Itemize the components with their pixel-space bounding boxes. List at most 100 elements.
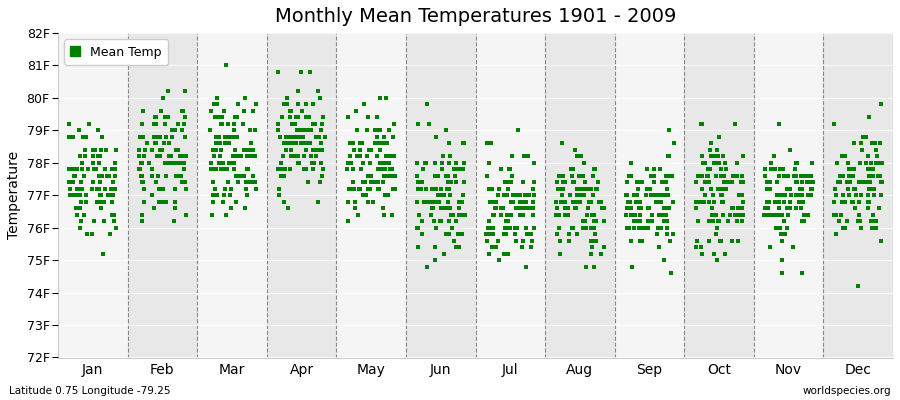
Point [493,166,508,172]
Point [487,198,501,205]
Point [580,212,594,218]
Point [442,218,456,224]
Point [484,224,499,231]
Point [782,147,796,153]
Point [442,186,456,192]
Point [657,205,671,212]
Point [154,108,168,114]
Point [410,224,424,231]
Point [795,270,809,276]
Point [274,173,288,179]
Point [272,192,286,198]
Point [208,114,222,121]
Point [377,212,392,218]
Point [832,173,847,179]
Point [284,134,298,140]
Point [295,108,310,114]
Point [488,205,502,212]
Point [282,140,296,146]
Point [347,205,362,212]
Point [210,101,224,108]
Point [848,205,862,212]
Point [140,140,154,146]
Point [587,224,601,231]
Point [834,198,849,205]
Point [76,134,90,140]
Point [179,153,194,160]
Point [241,166,256,172]
Point [711,218,725,224]
Point [284,134,298,140]
Point [72,127,86,134]
Point [144,147,158,153]
Point [74,198,88,205]
Point [520,231,535,238]
Point [155,198,169,205]
Point [558,205,572,212]
Point [570,153,584,160]
Point [410,179,425,186]
Bar [266,33,337,358]
Point [860,192,875,198]
Point [457,179,472,186]
Point [618,192,633,198]
Point [480,140,494,146]
Point [229,114,243,121]
Point [493,166,508,172]
Point [177,88,192,95]
Point [302,114,316,121]
Point [271,166,285,172]
Point [75,186,89,192]
Point [366,179,381,186]
Point [306,101,320,108]
Point [140,140,155,146]
Point [623,198,637,205]
Point [629,198,643,205]
Point [485,244,500,250]
Point [782,186,796,192]
Point [715,186,729,192]
Point [846,166,860,172]
Point [732,212,746,218]
Point [526,186,540,192]
Point [220,179,235,186]
Point [156,186,170,192]
Point [706,218,720,224]
Point [349,153,364,160]
Point [145,192,159,198]
Point [158,160,172,166]
Point [635,224,650,231]
Point [658,179,672,186]
Point [239,179,254,186]
Point [503,212,517,218]
Point [382,173,396,179]
Point [152,186,166,192]
Point [827,212,842,218]
Point [68,166,83,172]
Point [426,205,440,212]
Point [660,224,674,231]
Point [780,173,795,179]
Point [838,198,852,205]
Point [659,212,673,218]
Point [220,166,234,172]
Point [457,160,472,166]
Point [373,95,387,101]
Point [310,147,324,153]
Point [658,192,672,198]
Point [504,179,518,186]
Point [363,186,377,192]
Point [431,198,446,205]
Point [240,166,255,172]
Point [698,179,712,186]
Point [490,198,504,205]
Point [96,250,111,257]
Point [487,212,501,218]
Point [94,179,108,186]
Point [135,134,149,140]
Point [707,198,722,205]
Point [92,186,106,192]
Point [248,127,262,134]
Point [567,179,581,186]
Point [654,212,669,218]
